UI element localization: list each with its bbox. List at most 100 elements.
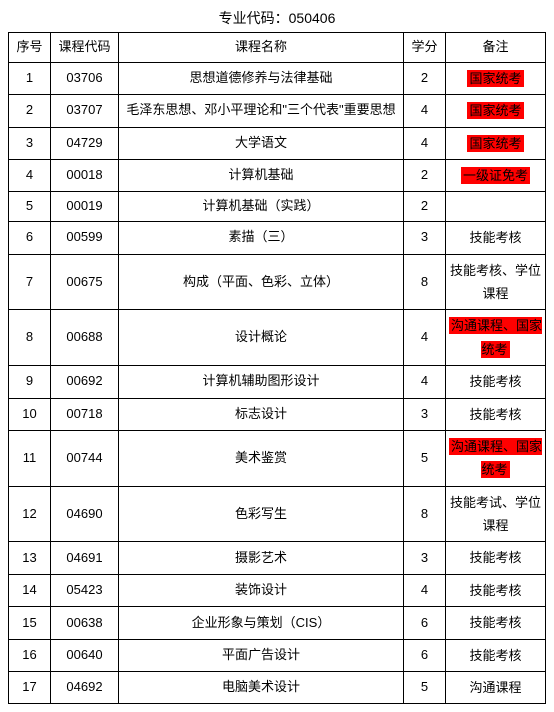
table-row: 1405423装饰设计4技能考核	[9, 574, 546, 606]
course-table: 序号 课程代码 课程名称 学分 备注 103706思想道德修养与法律基础2国家统…	[8, 32, 546, 704]
cell-credit: 6	[404, 639, 446, 671]
cell-credit: 2	[404, 192, 446, 222]
cell-code: 00638	[51, 607, 119, 639]
remark-highlight: 国家统考	[467, 70, 523, 87]
cell-name: 设计概论	[119, 310, 404, 366]
cell-remark	[446, 192, 546, 222]
cell-name: 平面广告设计	[119, 639, 404, 671]
table-row: 700675构成（平面、色彩、立体）8技能考核、学位课程	[9, 254, 546, 310]
cell-credit: 4	[404, 95, 446, 127]
table-row: 1704692电脑美术设计5沟通课程	[9, 672, 546, 704]
cell-credit: 2	[404, 159, 446, 191]
cell-name: 计算机基础	[119, 159, 404, 191]
col-header-code: 课程代码	[51, 33, 119, 63]
cell-remark: 沟通课程、国家统考	[446, 310, 546, 366]
cell-code: 04692	[51, 672, 119, 704]
table-row: 1304691摄影艺术3技能考核	[9, 542, 546, 574]
cell-remark: 技能考核	[446, 366, 546, 398]
table-row: 500019计算机基础（实践）2	[9, 192, 546, 222]
col-header-remark: 备注	[446, 33, 546, 63]
cell-name: 思想道德修养与法律基础	[119, 62, 404, 94]
remark-highlight: 一级证免考	[461, 167, 530, 184]
cell-name: 标志设计	[119, 398, 404, 430]
cell-code: 05423	[51, 574, 119, 606]
cell-code: 04690	[51, 486, 119, 542]
cell-seq: 10	[9, 398, 51, 430]
cell-code: 00718	[51, 398, 119, 430]
cell-remark: 一级证免考	[446, 159, 546, 191]
cell-name: 计算机基础（实践）	[119, 192, 404, 222]
cell-credit: 4	[404, 574, 446, 606]
col-header-seq: 序号	[9, 33, 51, 63]
cell-seq: 3	[9, 127, 51, 159]
cell-code: 00692	[51, 366, 119, 398]
cell-seq: 17	[9, 672, 51, 704]
cell-remark: 技能考核	[446, 574, 546, 606]
table-row: 1500638企业形象与策划（CIS）6技能考核	[9, 607, 546, 639]
table-row: 103706思想道德修养与法律基础2国家统考	[9, 62, 546, 94]
cell-remark: 技能考核、学位课程	[446, 254, 546, 310]
cell-remark: 沟通课程	[446, 672, 546, 704]
cell-credit: 4	[404, 127, 446, 159]
cell-code: 00675	[51, 254, 119, 310]
cell-seq: 11	[9, 430, 51, 486]
cell-name: 大学语文	[119, 127, 404, 159]
cell-seq: 4	[9, 159, 51, 191]
cell-name: 计算机辅助图形设计	[119, 366, 404, 398]
cell-seq: 6	[9, 222, 51, 254]
cell-credit: 5	[404, 672, 446, 704]
page-header: 专业代码：050406	[8, 8, 546, 28]
cell-name: 素描（三）	[119, 222, 404, 254]
cell-code: 00640	[51, 639, 119, 671]
table-row: 203707毛泽东思想、邓小平理论和"三个代表"重要思想4国家统考	[9, 95, 546, 127]
cell-seq: 7	[9, 254, 51, 310]
cell-name: 摄影艺术	[119, 542, 404, 574]
cell-remark: 沟通课程、国家统考	[446, 430, 546, 486]
cell-seq: 14	[9, 574, 51, 606]
table-row: 1000718标志设计3技能考核	[9, 398, 546, 430]
cell-name: 毛泽东思想、邓小平理论和"三个代表"重要思想	[119, 95, 404, 127]
cell-code: 04691	[51, 542, 119, 574]
cell-credit: 3	[404, 222, 446, 254]
cell-remark: 技能考核	[446, 398, 546, 430]
cell-seq: 15	[9, 607, 51, 639]
cell-credit: 5	[404, 430, 446, 486]
remark-highlight: 国家统考	[467, 102, 523, 119]
cell-credit: 8	[404, 254, 446, 310]
remark-highlight: 沟通课程、国家统考	[449, 438, 542, 478]
table-row: 304729大学语文4国家统考	[9, 127, 546, 159]
cell-code: 00599	[51, 222, 119, 254]
table-row: 400018计算机基础2一级证免考	[9, 159, 546, 191]
cell-credit: 3	[404, 398, 446, 430]
cell-remark: 技能考核	[446, 639, 546, 671]
cell-credit: 4	[404, 310, 446, 366]
cell-name: 构成（平面、色彩、立体）	[119, 254, 404, 310]
cell-code: 00019	[51, 192, 119, 222]
cell-name: 美术鉴赏	[119, 430, 404, 486]
table-row: 1600640平面广告设计6技能考核	[9, 639, 546, 671]
cell-credit: 8	[404, 486, 446, 542]
cell-credit: 6	[404, 607, 446, 639]
cell-seq: 12	[9, 486, 51, 542]
cell-seq: 1	[9, 62, 51, 94]
table-row: 1204690色彩写生8技能考试、学位课程	[9, 486, 546, 542]
col-header-name: 课程名称	[119, 33, 404, 63]
cell-code: 00744	[51, 430, 119, 486]
cell-name: 电脑美术设计	[119, 672, 404, 704]
cell-seq: 5	[9, 192, 51, 222]
cell-seq: 2	[9, 95, 51, 127]
col-header-credit: 学分	[404, 33, 446, 63]
table-row: 600599素描（三）3技能考核	[9, 222, 546, 254]
cell-seq: 8	[9, 310, 51, 366]
cell-remark: 技能考核	[446, 542, 546, 574]
cell-credit: 4	[404, 366, 446, 398]
cell-code: 03706	[51, 62, 119, 94]
cell-remark: 技能考试、学位课程	[446, 486, 546, 542]
cell-name: 装饰设计	[119, 574, 404, 606]
table-row: 800688设计概论4沟通课程、国家统考	[9, 310, 546, 366]
remark-highlight: 沟通课程、国家统考	[449, 317, 542, 357]
cell-remark: 技能考核	[446, 222, 546, 254]
cell-credit: 3	[404, 542, 446, 574]
cell-name: 企业形象与策划（CIS）	[119, 607, 404, 639]
cell-remark: 技能考核	[446, 607, 546, 639]
